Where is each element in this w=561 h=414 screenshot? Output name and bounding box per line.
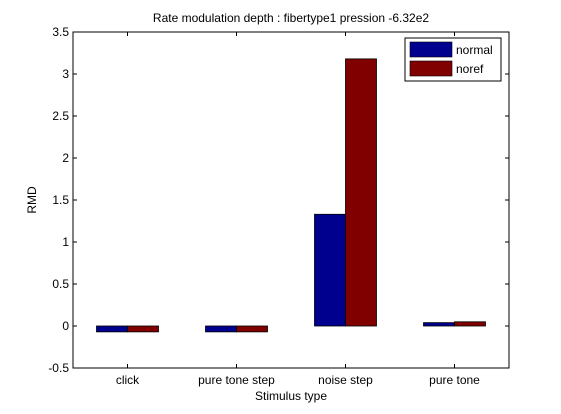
legend: normal noref bbox=[404, 37, 502, 82]
bars-layer bbox=[96, 58, 486, 333]
bar-normal-0 bbox=[96, 325, 128, 333]
bar-noref-3 bbox=[454, 321, 486, 327]
y-tick-label-3: 1 bbox=[62, 235, 69, 249]
bar-noref-2 bbox=[345, 58, 377, 327]
bar-noref-1 bbox=[236, 325, 268, 333]
legend-label-normal: normal bbox=[456, 43, 493, 57]
plot-area bbox=[73, 32, 509, 368]
x-tick-label-2: noise step bbox=[318, 373, 373, 387]
y-tick-label-1: 0 bbox=[62, 319, 69, 333]
legend-swatch-normal bbox=[409, 41, 453, 58]
bar-noref-0 bbox=[127, 325, 159, 333]
legend-swatch-noref bbox=[409, 60, 453, 77]
y-axis-label: RMD bbox=[25, 186, 39, 214]
y-tick-label-8: 3.5 bbox=[52, 25, 69, 39]
y-tick-label-2: 0.5 bbox=[52, 277, 69, 291]
y-tick-label-4: 1.5 bbox=[52, 193, 69, 207]
x-tick-label-1: pure tone step bbox=[198, 373, 275, 387]
chart-title: Rate modulation depth : fibertype1 press… bbox=[153, 11, 430, 25]
ticks-layer: -0.5 0 0.5 1 1.5 2 2.5 3 3.5 click pure tone step n… bbox=[48, 25, 509, 387]
legend-label-noref: noref bbox=[456, 62, 484, 76]
x-axis-label: Stimulus type bbox=[255, 389, 327, 403]
y-tick-label-7: 3 bbox=[62, 67, 69, 81]
x-tick-label-0: click bbox=[116, 373, 140, 387]
bar-normal-3 bbox=[423, 322, 455, 327]
bar-normal-1 bbox=[205, 325, 237, 333]
y-tick-label-6: 2.5 bbox=[52, 109, 69, 123]
y-tick-label-0: -0.5 bbox=[48, 361, 69, 375]
y-tick-label-5: 2 bbox=[62, 151, 69, 165]
x-tick-label-3: pure tone bbox=[429, 373, 480, 387]
bar-normal-2 bbox=[314, 213, 346, 327]
